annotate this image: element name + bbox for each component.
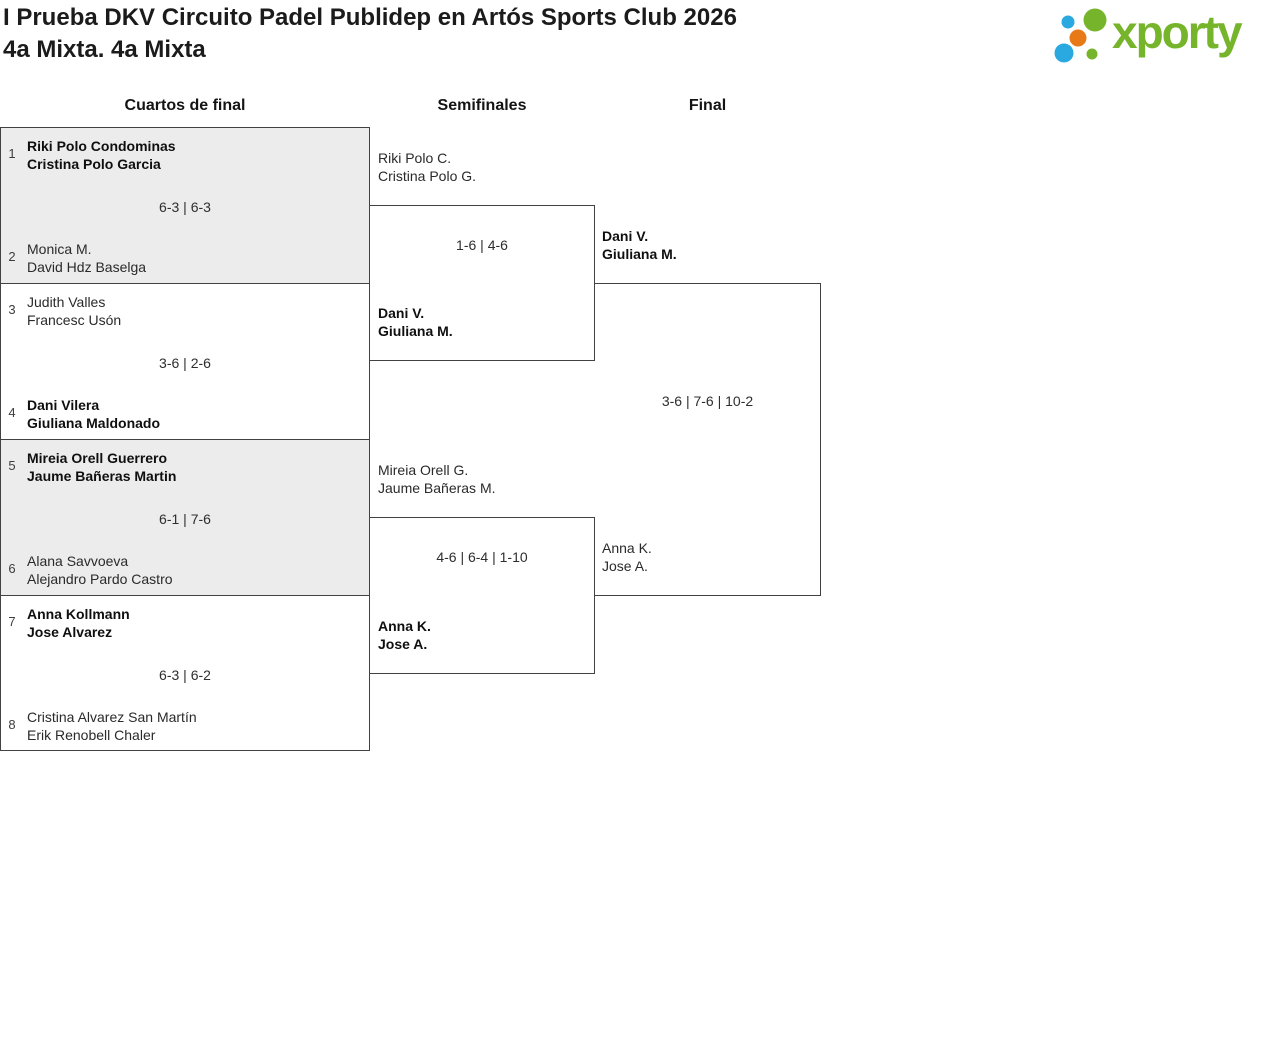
- player-name: Jaume Bañeras Martin: [27, 468, 177, 484]
- match-score: 6-1 | 7-6: [159, 511, 211, 527]
- match-divider: [0, 439, 370, 440]
- player-name: Jose A.: [378, 636, 428, 652]
- seed-number: 5: [8, 458, 16, 473]
- player-name: Cristina Alvarez San Martín: [27, 709, 197, 725]
- match-score: 3-6 | 2-6: [159, 355, 211, 371]
- player-name: Monica M.: [27, 241, 92, 257]
- player-name: Erik Renobell Chaler: [27, 727, 156, 743]
- category-name: 4a Mixta. 4a Mixta: [3, 36, 206, 63]
- match-divider: [0, 283, 370, 284]
- round-header-final: Final: [688, 97, 727, 114]
- team-players: Cristina Alvarez San Martín Erik Renobel…: [27, 708, 197, 744]
- player-name: Francesc Usón: [27, 312, 122, 328]
- player-name: Jaume Bañeras M.: [378, 480, 496, 496]
- page-title: I Prueba DKV Circuito Padel Publidep en …: [3, 2, 737, 66]
- quarterfinal-match-3-background: [1, 440, 369, 595]
- round-header-semifinals: Semifinales: [437, 97, 527, 114]
- player-name: Riki Polo Condominas: [27, 138, 176, 154]
- player-name: Anna K.: [378, 618, 431, 634]
- seed-number: 8: [8, 717, 16, 732]
- team-players: Mireia Orell G. Jaume Bañeras M.: [378, 461, 496, 497]
- match-score: 6-3 | 6-2: [159, 667, 211, 683]
- player-name: Mireia Orell G.: [378, 462, 469, 478]
- logo-dot-blue-small: [1061, 15, 1075, 29]
- seed-number: 7: [8, 614, 16, 629]
- logo-dot-green-large: [1083, 8, 1107, 32]
- logo-dot-orange: [1069, 29, 1087, 47]
- player-name: Dani V.: [378, 305, 425, 321]
- seed-number: 2: [8, 249, 16, 264]
- player-name: David Hdz Baselga: [27, 259, 147, 275]
- player-name: Cristina Polo G.: [378, 168, 477, 184]
- seed-number: 4: [8, 405, 16, 420]
- player-name: Jose A.: [602, 558, 648, 574]
- quarterfinal-match-1-background: [1, 128, 369, 283]
- player-name: Giuliana Maldonado: [27, 415, 161, 431]
- team-players: Dani Vilera Giuliana Maldonado: [27, 396, 160, 432]
- team-players: Riki Polo C. Cristina Polo G.: [378, 149, 476, 185]
- team-players: Dani V. Giuliana M.: [602, 227, 677, 263]
- player-name: Alejandro Pardo Castro: [27, 571, 173, 587]
- player-name: Cristina Polo Garcia: [27, 156, 161, 172]
- match-divider: [0, 595, 370, 596]
- team-players: Dani V. Giuliana M.: [378, 304, 453, 340]
- logo-dot-green-small: [1086, 48, 1098, 60]
- seed-number: 6: [8, 561, 16, 576]
- player-name: Anna Kollmann: [27, 606, 130, 622]
- player-name: Alana Savvoeva: [27, 553, 129, 569]
- xporty-logo: xporty: [1054, 6, 1245, 63]
- round-header-quarterfinals: Cuartos de final: [124, 97, 246, 114]
- team-players: Judith Valles Francesc Usón: [27, 293, 121, 329]
- player-name: Anna K.: [602, 540, 652, 556]
- player-name: Dani Vilera: [27, 397, 100, 413]
- logo-dot-blue-large: [1054, 43, 1074, 63]
- match-score: 3-6 | 7-6 | 10-2: [661, 393, 754, 409]
- tournament-name: I Prueba DKV Circuito Padel Publidep en …: [3, 4, 737, 31]
- final-match-box: [594, 283, 821, 596]
- player-name: Mireia Orell Guerrero: [27, 450, 168, 466]
- match-score: 1-6 | 4-6: [456, 237, 508, 253]
- match-score: 4-6 | 6-4 | 1-10: [436, 549, 528, 565]
- player-name: Riki Polo C.: [378, 150, 452, 166]
- seed-number: 3: [8, 302, 16, 317]
- logo-wordmark: xporty: [1112, 6, 1243, 58]
- match-score: 6-3 | 6-3: [159, 199, 211, 215]
- team-players: Anna K. Jose A.: [602, 539, 652, 575]
- team-players: Anna Kollmann Jose Alvarez: [27, 605, 130, 641]
- player-name: Judith Valles: [27, 294, 106, 310]
- player-name: Giuliana M.: [602, 246, 677, 262]
- player-name: Dani V.: [602, 228, 649, 244]
- player-name: Jose Alvarez: [27, 624, 113, 640]
- team-players: Monica M. David Hdz Baselga: [27, 240, 146, 276]
- team-players: Anna K. Jose A.: [378, 617, 431, 653]
- team-players: Riki Polo Condominas Cristina Polo Garci…: [27, 137, 176, 173]
- player-name: Giuliana M.: [378, 323, 453, 339]
- team-players: Alana Savvoeva Alejandro Pardo Castro: [27, 552, 173, 588]
- seed-number: 1: [8, 146, 16, 161]
- team-players: Mireia Orell Guerrero Jaume Bañeras Mart…: [27, 449, 176, 485]
